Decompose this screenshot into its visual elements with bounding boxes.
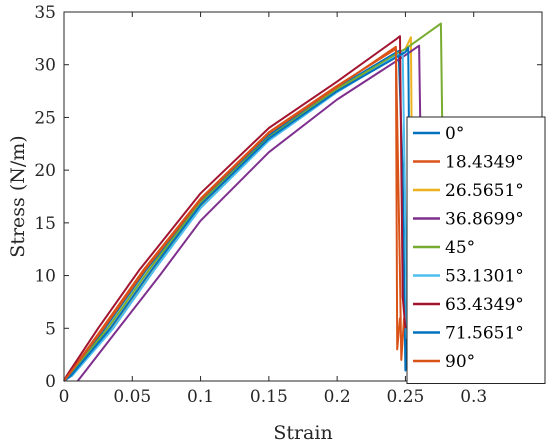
legend-entry-0: 0° xyxy=(445,124,464,144)
legend-entry-3: 36.8699° xyxy=(445,210,524,230)
legend-entry-1: 18.4349° xyxy=(445,153,524,173)
x-tick-label: 0.15 xyxy=(250,387,288,407)
y-tick-label: 5 xyxy=(45,319,56,339)
y-tick-label: 10 xyxy=(34,267,56,287)
legend-entry-6: 63.4349° xyxy=(445,295,524,315)
y-tick-label: 35 xyxy=(34,3,56,23)
y-tick-label: 20 xyxy=(34,161,56,181)
x-tick-label: 0.2 xyxy=(324,387,351,407)
ticks-layer: 0 0.05 0.1 0.15 0.2 0.25 0.3 0 5 10 15 20 25 30 35 xyxy=(34,3,542,407)
x-tick-label: 0.3 xyxy=(460,387,487,407)
x-tick-label: 0.05 xyxy=(113,387,151,407)
series-line-7 xyxy=(63,46,412,382)
series-line-5 xyxy=(63,51,408,382)
x-axis-label: Strain xyxy=(273,422,332,444)
legend-entry-2: 26.5651° xyxy=(445,181,524,201)
x-tick-label: 0 xyxy=(59,387,70,407)
series-line-3 xyxy=(76,44,425,382)
series-layer xyxy=(63,22,445,382)
y-tick-label: 25 xyxy=(34,108,56,128)
legend: 0° 18.4349° 26.5651° 36.8699° 45° 53.1301° 63.… xyxy=(406,116,546,384)
x-tick-label: 0.25 xyxy=(386,387,424,407)
y-tick-label: 0 xyxy=(45,372,56,392)
y-axis-label: Stress (N/m) xyxy=(7,135,29,257)
series-line-0 xyxy=(63,50,410,382)
y-tick-label: 15 xyxy=(34,214,56,234)
legend-entry-8: 90° xyxy=(445,352,475,372)
series-line-6 xyxy=(63,35,407,382)
series-line-4 xyxy=(63,22,445,382)
legend-entry-4: 45° xyxy=(445,238,475,258)
y-tick-label: 30 xyxy=(34,56,56,76)
legend-entry-7: 71.5651° xyxy=(445,324,524,344)
series-line-1 xyxy=(63,47,406,382)
series-line-8 xyxy=(63,45,401,382)
legend-entry-5: 53.1301° xyxy=(445,267,524,287)
x-tick-label: 0.1 xyxy=(187,387,214,407)
